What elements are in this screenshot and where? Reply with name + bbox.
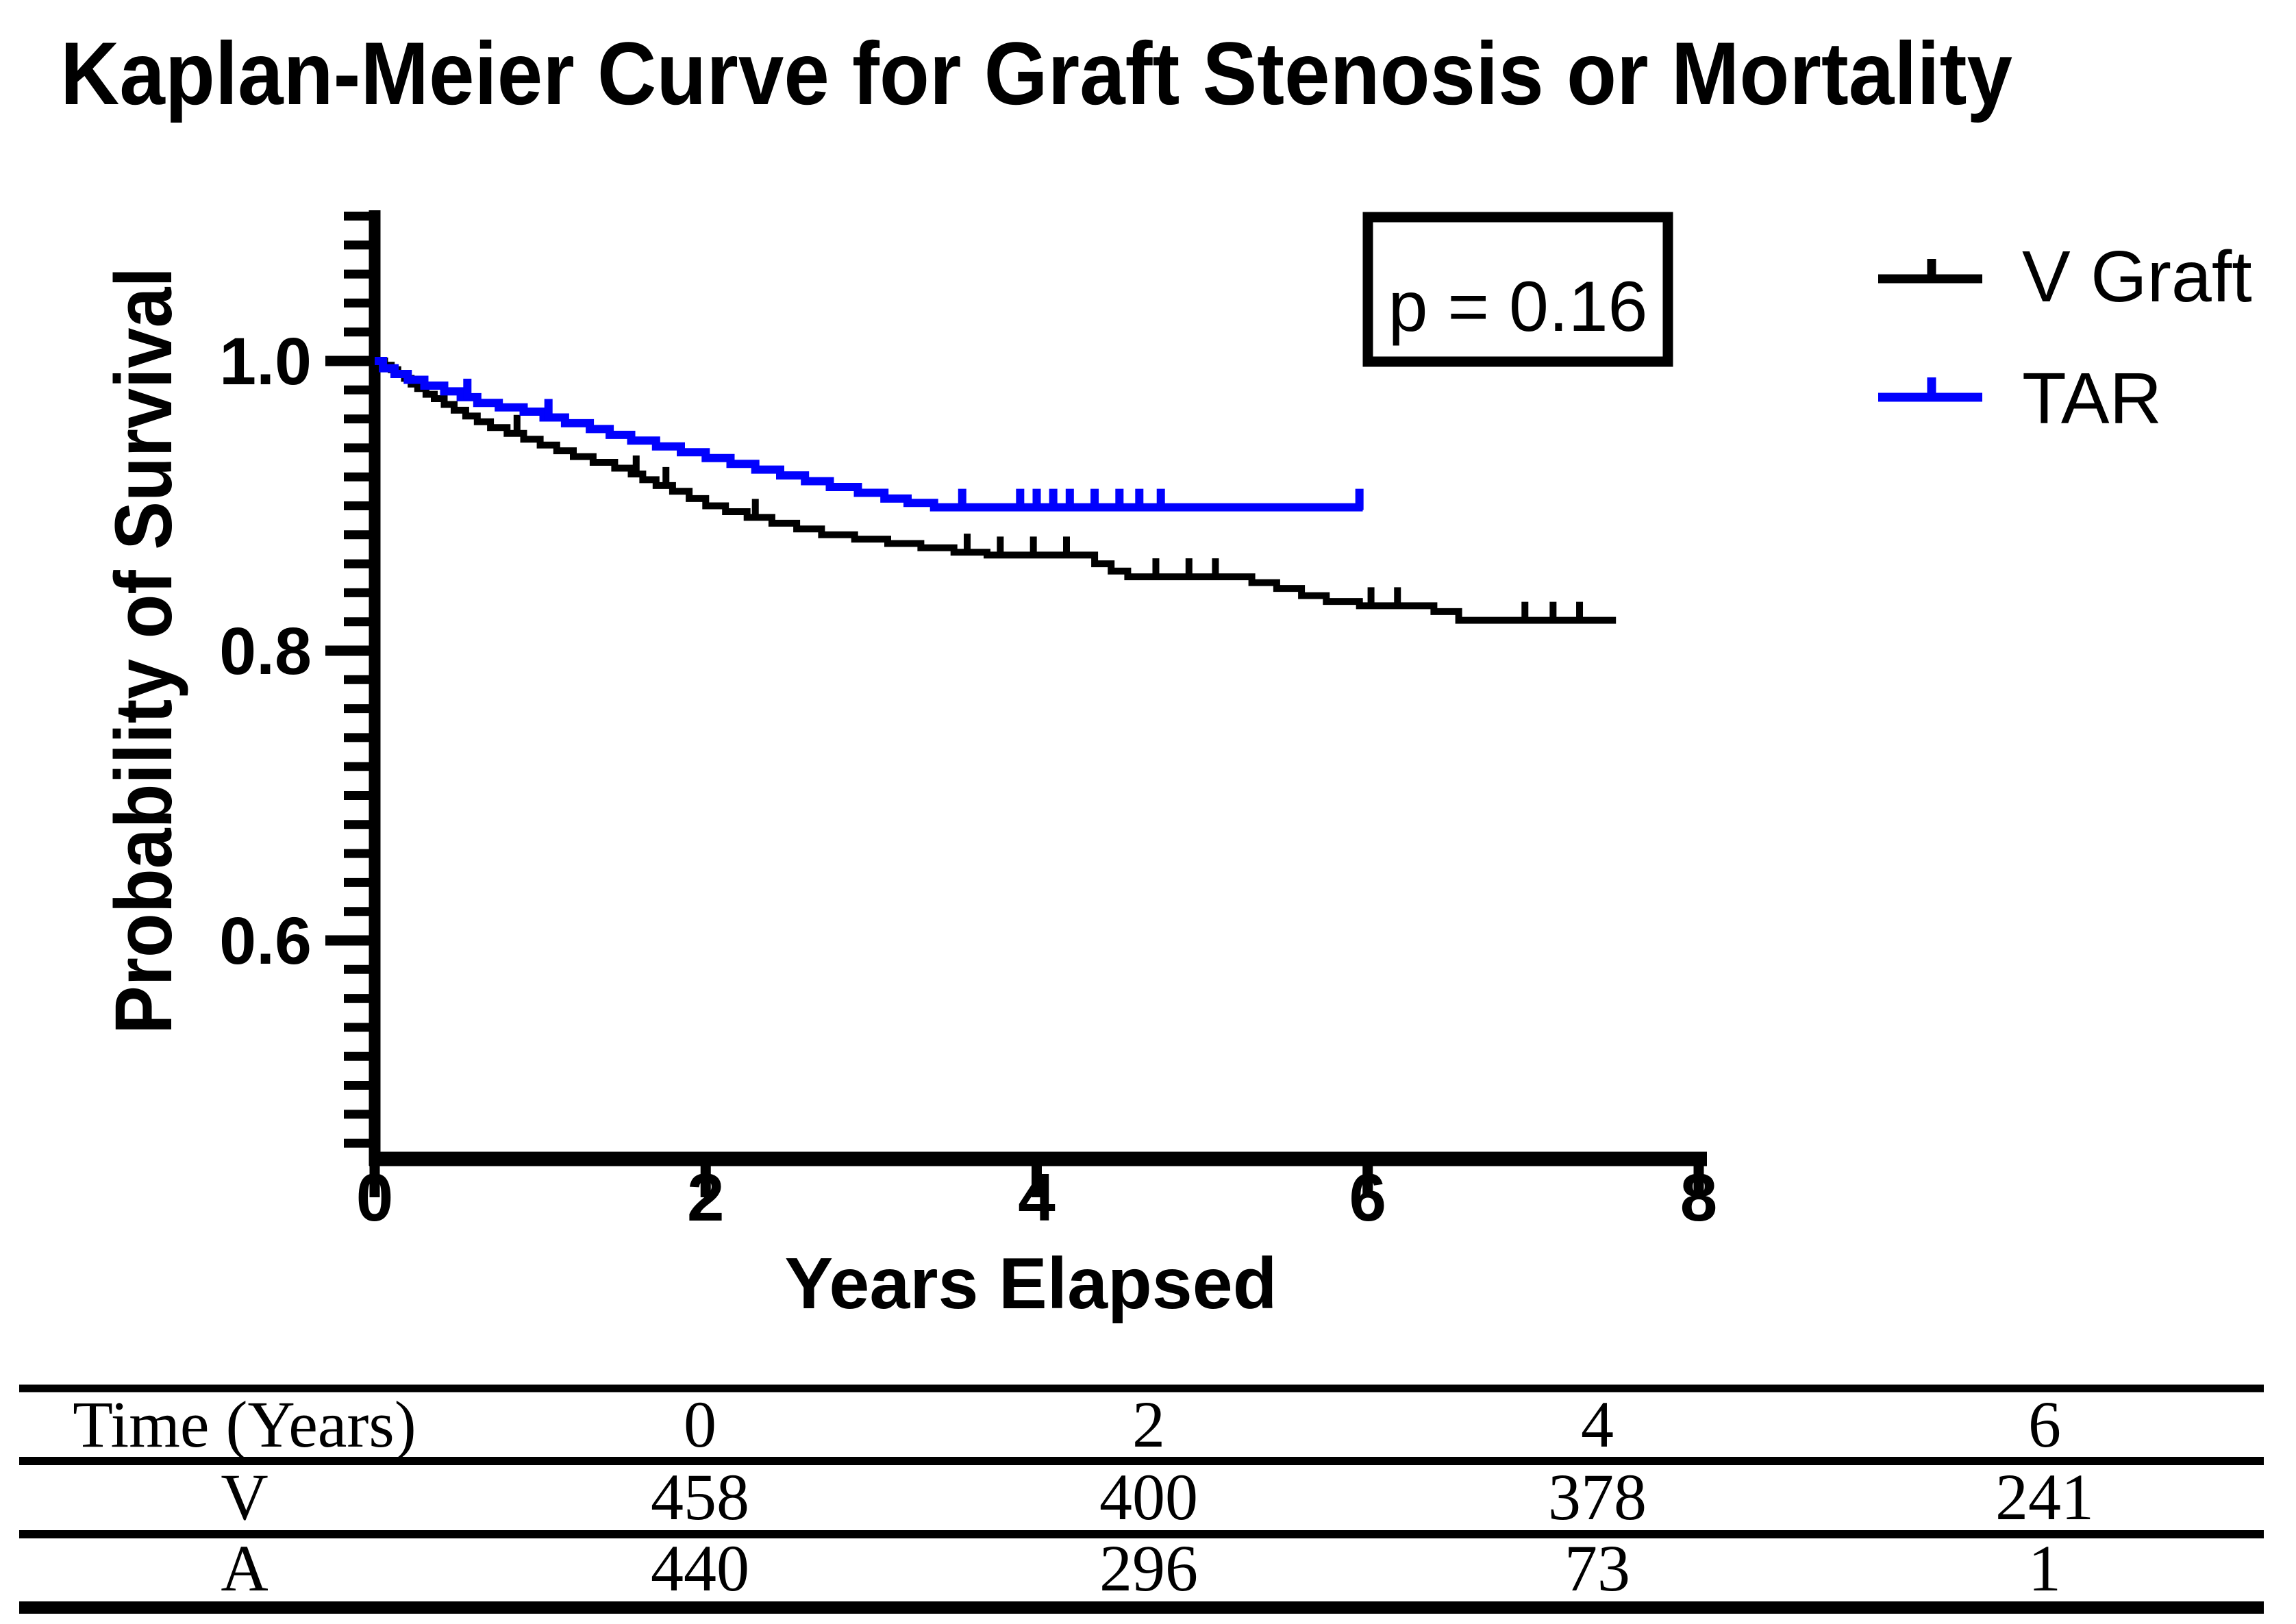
chart-title: Kaplan-Meier Curve for Graft Stenosis or…	[60, 23, 2012, 123]
risk-table-cell-a: 440	[651, 1532, 749, 1605]
risk-table-cell-v: 241	[1995, 1460, 2094, 1534]
p-value-box	[1362, 212, 1673, 367]
y-axis-label: Probability of Survival	[99, 267, 189, 1034]
legend-label-v-graft: V Graft	[2022, 236, 2252, 317]
risk-table-header-cell: 4	[1581, 1388, 1614, 1461]
risk-table-cell-v: 378	[1548, 1460, 1647, 1534]
km-curve-v-graft	[375, 358, 1617, 624]
km-curve-tar	[375, 357, 1363, 512]
legend: V Graft TAR	[1878, 236, 2252, 439]
p-value-label: p = 0.16	[1388, 267, 1648, 347]
risk-table-cell-a: 73	[1564, 1532, 1630, 1605]
risk-table-header-cell: Time (Years)	[73, 1388, 416, 1461]
legend-label-tar: TAR	[2022, 358, 2162, 439]
risk-table-header-cell: 2	[1132, 1388, 1165, 1461]
survival-curves	[375, 357, 1617, 624]
risk-table-cell-v: 458	[651, 1460, 749, 1534]
x-tick-label: 2	[687, 1160, 725, 1235]
x-axis-label: Years Elapsed	[785, 1243, 1277, 1324]
risk-table-cell-v: V	[221, 1460, 268, 1534]
risk-table-header-cell: 0	[684, 1388, 716, 1461]
y-tick-label: 0.6	[219, 903, 312, 978]
legend-item-v-graft: V Graft	[1878, 236, 2252, 317]
x-tick-label: 4	[1018, 1160, 1056, 1235]
risk-table-cell-a: A	[221, 1532, 268, 1605]
risk-table-cell-a: 1	[2028, 1532, 2061, 1605]
x-tick-label: 8	[1680, 1160, 1718, 1235]
risk-table-cell-v: 400	[1099, 1460, 1198, 1534]
x-tick-label: 0	[356, 1160, 394, 1235]
axes: 1.0 0.8 0.6 0 2 4 6 8	[219, 210, 1717, 1235]
number-at-risk-table: Time (Years) 0 2 4 6 V 458 400 378 241 A 440 296 73 1	[19, 1384, 2264, 1614]
risk-table-cell-a: 296	[1099, 1532, 1198, 1605]
y-tick-label: 1.0	[219, 324, 312, 399]
risk-table-header-cell: 6	[2028, 1388, 2061, 1461]
x-tick-label: 6	[1349, 1160, 1386, 1235]
legend-item-tar: TAR	[1878, 358, 2162, 439]
y-tick-label: 0.8	[219, 614, 312, 688]
